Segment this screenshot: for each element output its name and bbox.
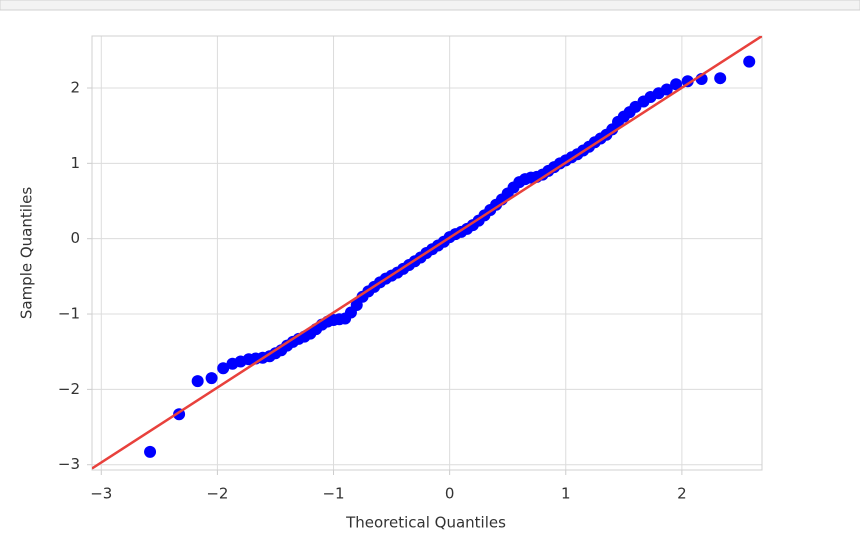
point — [191, 375, 204, 388]
plot-frame — [91, 35, 763, 471]
y-tick-label: −1 — [58, 305, 80, 323]
top-bar — [0, 0, 860, 11]
point — [714, 72, 727, 85]
y-tick-label: 1 — [70, 154, 80, 172]
point — [681, 75, 694, 88]
x-tick-label: −3 — [90, 485, 112, 503]
point — [660, 83, 673, 96]
x-tick-label: 1 — [561, 485, 571, 503]
x-tick-label: −2 — [206, 485, 228, 503]
point — [217, 362, 230, 375]
point — [144, 445, 157, 458]
point — [670, 78, 683, 91]
x-tick-label: −1 — [322, 485, 344, 503]
y-tick-label: −3 — [58, 455, 80, 473]
y-tick-label: 2 — [70, 78, 80, 96]
point — [205, 372, 218, 385]
y-tick-label: 0 — [70, 229, 80, 247]
x-tick-label: 0 — [445, 485, 455, 503]
x-axis-label: Theoretical Quantiles — [345, 514, 506, 532]
reference-line — [92, 36, 762, 470]
y-tick-label: −2 — [58, 380, 80, 398]
point — [743, 55, 756, 68]
y-axis-label: Sample Quantiles — [18, 187, 36, 319]
x-tick-label: 2 — [677, 485, 687, 503]
